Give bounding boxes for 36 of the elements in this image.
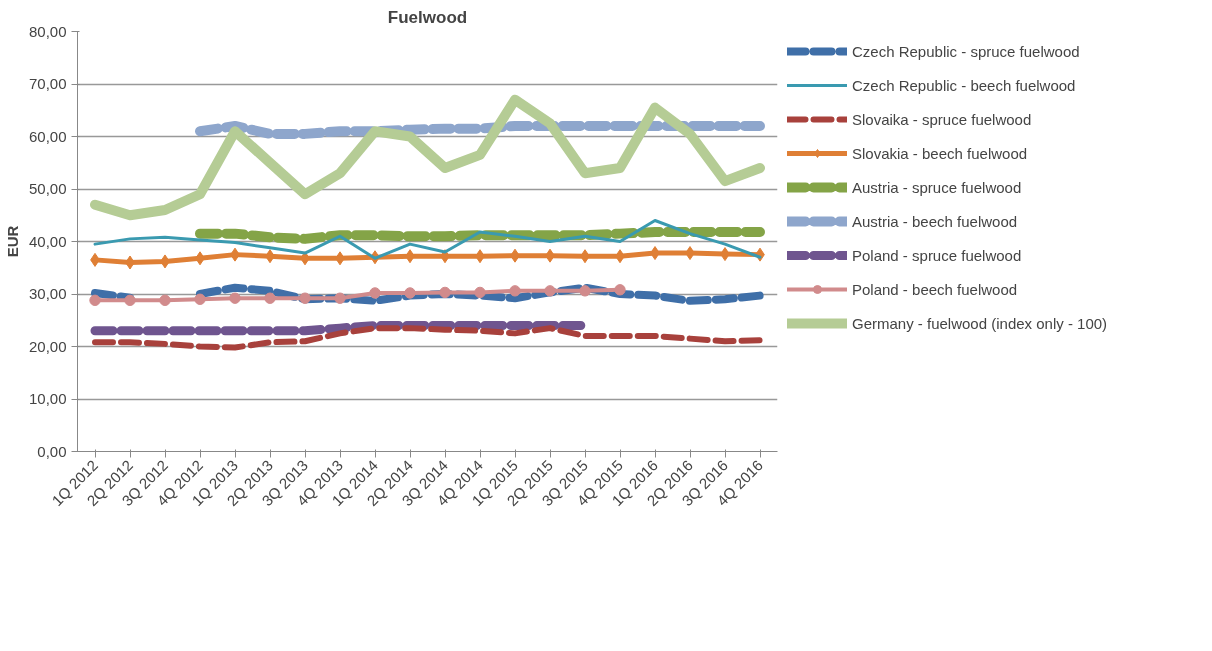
point: [369, 287, 381, 299]
chart-title: Fuelwood: [387, 7, 468, 27]
legend-label: Czech Republic - beech fuelwood: [852, 76, 1076, 94]
y-tick-label: 0,00: [37, 442, 67, 460]
y-tick-label: 70,00: [28, 75, 67, 92]
legend-label: Germany - fuelwood (index only - 100): [852, 314, 1108, 332]
point: [544, 285, 556, 297]
point: [474, 286, 486, 299]
point: [509, 285, 521, 297]
point: [404, 287, 416, 299]
legend-label: Czech Republic - spruce fuelwood: [852, 42, 1080, 60]
point: [194, 293, 206, 305]
point: [159, 294, 171, 306]
y-tick-label: 50,00: [28, 180, 67, 197]
point: [334, 292, 346, 304]
point: [264, 292, 276, 304]
y-tick-label: 60,00: [28, 127, 67, 145]
legend-label: Poland - spruce fuelwood: [852, 246, 1022, 264]
y-tick-label: 10,00: [28, 390, 67, 407]
point: [89, 294, 101, 306]
legend-label: Austria - spruce fuelwood: [852, 178, 1022, 196]
legend-label: Slovaika - spruce fuelwood: [852, 110, 1032, 128]
point: [229, 292, 241, 304]
point: [439, 286, 451, 299]
point: [124, 294, 136, 306]
point: [579, 285, 591, 297]
point: [299, 292, 311, 304]
legend-label: Slovakia - beech fuelwood: [852, 144, 1028, 162]
y-tick-label: 80,00: [28, 22, 67, 40]
y-tick-label: 40,00: [28, 232, 67, 250]
point: [614, 284, 626, 296]
legend-label: Austria - beech fuelwood: [852, 212, 1018, 230]
y-tick-label: 20,00: [28, 337, 67, 355]
y-axis-title: EUR: [3, 225, 21, 258]
y-tick-label: 30,00: [28, 285, 67, 302]
legend-label: Poland - beech fuelwood: [852, 280, 1018, 298]
